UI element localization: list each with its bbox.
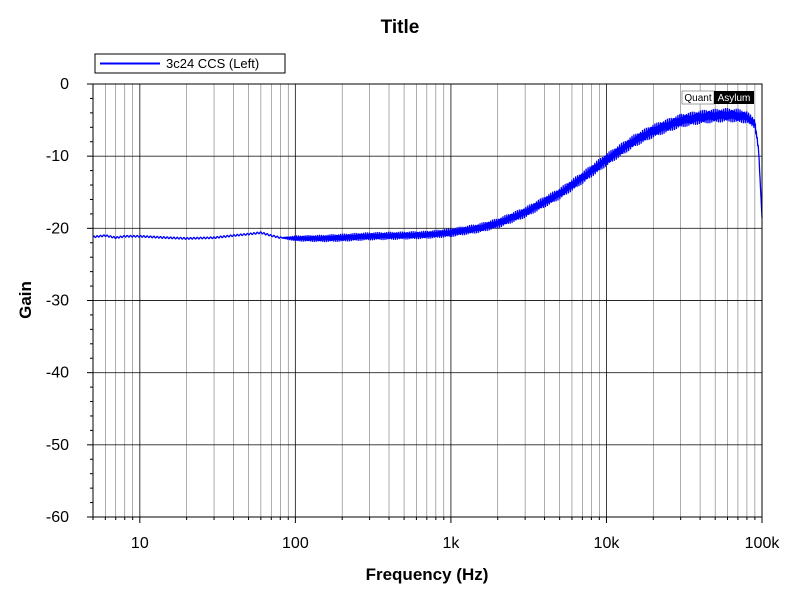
series-line-0 xyxy=(92,108,763,243)
ticks: 0 -10 -20 -30 -40 -50 -60 10 100 1k 10k 100k xyxy=(46,76,780,552)
watermark-logo: Quant Asylum xyxy=(681,90,754,105)
y-tick-label: -60 xyxy=(46,509,69,526)
y-tick-label: -10 xyxy=(46,148,69,165)
x-tick-label: 10k xyxy=(594,535,621,552)
watermark-right-box xyxy=(714,91,754,104)
legend-box xyxy=(94,53,286,74)
grid xyxy=(93,84,762,517)
y-tick-label: -20 xyxy=(46,220,69,237)
y-tick-label: -40 xyxy=(46,365,69,382)
x-tick-label: 10 xyxy=(131,535,149,552)
x-axis-label: Frequency (Hz) xyxy=(366,565,489,584)
y-tick-label: -30 xyxy=(46,293,69,310)
series-layer xyxy=(92,108,763,243)
y-tick-label: -50 xyxy=(46,437,69,454)
x-tick-label: 100k xyxy=(745,535,781,552)
y-axis-label: Gain xyxy=(16,281,35,319)
watermark-right-text: Asylum xyxy=(718,93,751,104)
x-tick-label: 100 xyxy=(282,535,309,552)
legend: 3c24 CCS (Left) xyxy=(94,53,286,74)
chart-title: Title xyxy=(381,17,420,38)
legend-label: 3c24 CCS (Left) xyxy=(166,56,259,71)
watermark-left-text: Quant xyxy=(684,93,711,104)
y-tick-label: 0 xyxy=(60,76,69,93)
x-tick-label: 1k xyxy=(442,535,460,552)
